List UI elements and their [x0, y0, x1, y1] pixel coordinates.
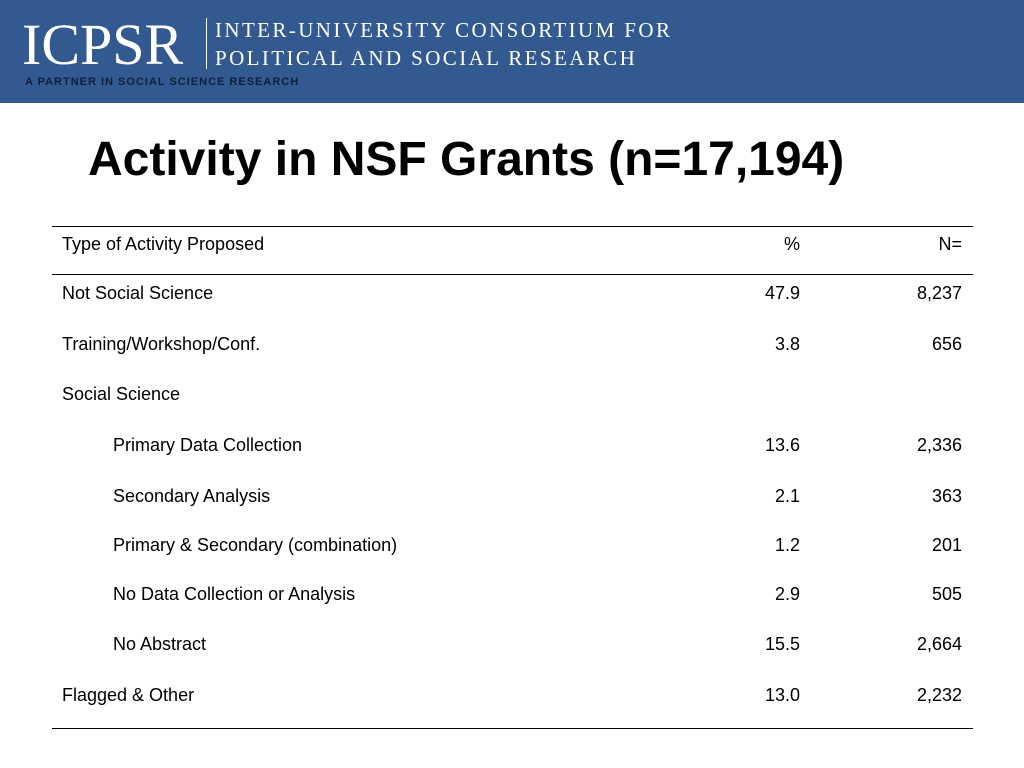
table-row: Training/Workshop/Conf. 3.8 656 — [52, 326, 973, 376]
activity-table: Type of Activity Proposed % N= Not Socia… — [52, 226, 973, 729]
slide-title: Activity in NSF Grants (n=17,194) — [88, 133, 845, 186]
header-banner: ICPSR INTER-UNIVERSITY CONSORTIUM FOR PO… — [0, 0, 1024, 103]
count-cell — [800, 376, 973, 427]
count-cell: 2,336 — [916, 434, 962, 455]
table-header-row: Type of Activity Proposed % N= — [52, 226, 973, 275]
count-cell: 2,664 — [916, 633, 962, 654]
table-row: Secondary Analysis 2.1 363 — [52, 478, 973, 527]
table-row: Primary Data Collection 13.6 2,336 — [52, 427, 973, 478]
percent-cell: 3.8 — [774, 333, 800, 354]
table-row: No Abstract 15.5 2,664 — [52, 626, 973, 677]
activity-cell: Training/Workshop/Conf. — [62, 333, 261, 354]
activity-cell: Secondary Analysis — [113, 485, 271, 506]
logo-divider — [206, 18, 207, 69]
percent-cell: 2.9 — [774, 583, 800, 604]
percent-cell: 1.2 — [774, 534, 800, 555]
table-row: Social Science — [52, 376, 973, 427]
activity-cell: Primary & Secondary (combination) — [113, 534, 398, 555]
count-cell: 8,237 — [916, 283, 962, 303]
count-cell: 363 — [931, 485, 962, 506]
consortium-name: INTER-UNIVERSITY CONSORTIUM FOR POLITICA… — [215, 16, 672, 72]
count-cell: 656 — [931, 333, 962, 354]
percent-cell: 13.6 — [764, 434, 800, 455]
activity-cell: No Abstract — [113, 633, 207, 654]
activity-cell: Flagged & Other — [52, 676, 642, 729]
activity-cell: Not Social Science — [62, 283, 214, 303]
consortium-line-1: INTER-UNIVERSITY CONSORTIUM FOR — [215, 18, 673, 42]
count-cell: 2,232 — [800, 676, 973, 729]
table-row: Not Social Science 47.9 8,237 — [52, 275, 973, 326]
table-row: Flagged & Other 13.0 2,232 — [52, 676, 973, 729]
icpsr-logo: ICPSR — [22, 12, 184, 77]
percent-cell: 2.1 — [774, 485, 800, 506]
count-cell: 201 — [931, 534, 962, 555]
column-header-activity: Type of Activity Proposed — [52, 226, 642, 275]
activity-cell: Primary Data Collection — [113, 434, 303, 455]
table-row: Primary & Secondary (combination) 1.2 20… — [52, 527, 973, 576]
tagline: A PARTNER IN SOCIAL SCIENCE RESEARCH — [25, 76, 300, 88]
table-row: No Data Collection or Analysis 2.9 505 — [52, 576, 973, 626]
percent-cell — [642, 376, 800, 427]
percent-cell: 15.5 — [764, 633, 800, 654]
count-cell: 505 — [931, 583, 962, 604]
consortium-line-2: POLITICAL AND SOCIAL RESEARCH — [215, 46, 638, 70]
column-header-n: N= — [800, 226, 973, 275]
percent-cell: 47.9 — [764, 283, 800, 303]
column-header-percent: % — [642, 226, 800, 275]
activity-cell: Social Science — [62, 383, 181, 404]
activity-cell: No Data Collection or Analysis — [113, 583, 356, 604]
percent-cell: 13.0 — [642, 676, 800, 729]
